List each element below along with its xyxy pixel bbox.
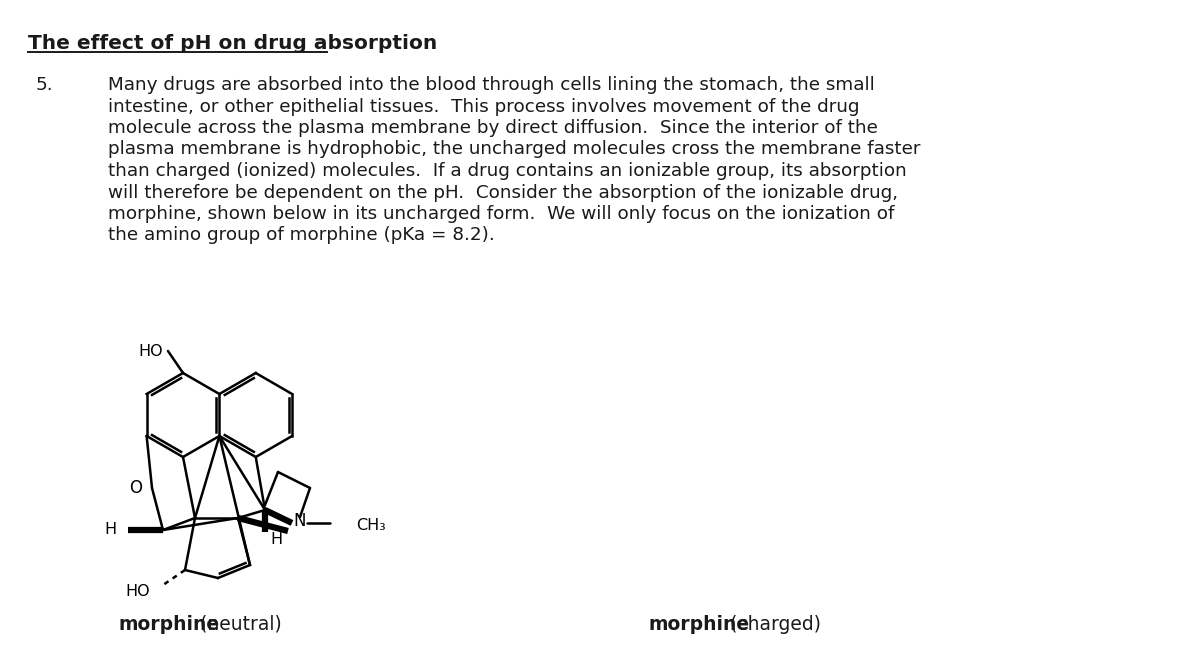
Text: the amino group of morphine (pKa = 8.2).: the amino group of morphine (pKa = 8.2). (108, 226, 494, 244)
Text: (neutral): (neutral) (194, 614, 282, 634)
Text: Many drugs are absorbed into the blood through cells lining the stomach, the sma: Many drugs are absorbed into the blood t… (108, 76, 875, 94)
Text: molecule across the plasma membrane by direct diffusion.  Since the interior of : molecule across the plasma membrane by d… (108, 119, 878, 137)
Text: intestine, or other epithelial tissues.  This process involves movement of the d: intestine, or other epithelial tissues. … (108, 97, 859, 115)
Text: HO: HO (125, 585, 150, 600)
Text: than charged (ionized) molecules.  If a drug contains an ionizable group, its ab: than charged (ionized) molecules. If a d… (108, 162, 907, 180)
Text: CH₃: CH₃ (356, 518, 385, 532)
Text: H: H (270, 532, 282, 547)
Text: The effect of pH on drug absorption: The effect of pH on drug absorption (28, 34, 437, 53)
Text: plasma membrane is hydrophobic, the uncharged molecules cross the membrane faste: plasma membrane is hydrophobic, the unch… (108, 140, 920, 158)
Text: will therefore be dependent on the pH.  Consider the absorption of the ionizable: will therefore be dependent on the pH. C… (108, 183, 898, 201)
Text: O: O (130, 479, 143, 497)
Text: morphine, shown below in its uncharged form.  We will only focus on the ionizati: morphine, shown below in its uncharged f… (108, 205, 894, 223)
Text: HO: HO (138, 344, 163, 359)
Text: (charged): (charged) (724, 614, 821, 634)
Text: morphine: morphine (118, 614, 220, 634)
Text: H: H (104, 522, 116, 538)
Text: N: N (294, 512, 306, 530)
Text: 5.: 5. (36, 76, 54, 94)
Text: morphine: morphine (648, 614, 749, 634)
